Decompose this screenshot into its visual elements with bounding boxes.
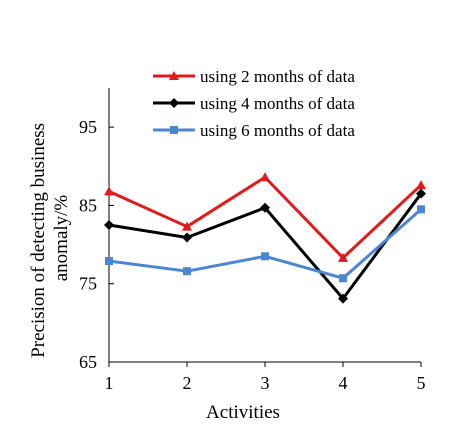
y-tick-label: 95 [79, 117, 97, 137]
data-point [338, 293, 348, 304]
y-axis-title-line-2: anomaly/% [51, 195, 72, 282]
series-2 [104, 188, 426, 304]
legend-marker [169, 98, 179, 108]
data-point [416, 188, 426, 199]
data-point [104, 220, 114, 230]
data-point [261, 252, 269, 261]
x-ticks: 1 2 3 4 5 [105, 362, 426, 393]
series-3 [105, 205, 425, 283]
legend-entry: using 6 months of data [153, 121, 355, 140]
data-point [260, 172, 270, 182]
legend-marker [170, 126, 178, 134]
y-tick-label: 85 [79, 195, 97, 215]
x-tick-label: 1 [105, 373, 114, 393]
data-point [416, 180, 426, 190]
legend: using 2 months of data using 4 months of … [153, 67, 355, 140]
series-layer [104, 172, 426, 304]
x-axis-title: Activities [206, 402, 280, 423]
legend-entry: using 4 months of data [153, 94, 355, 113]
legend-marker [169, 71, 179, 80]
series-line [108, 208, 422, 280]
data-point [104, 186, 114, 196]
x-tick-label: 3 [261, 373, 270, 393]
data-point [105, 257, 113, 266]
legend-label: using 6 months of data [200, 121, 355, 140]
data-point [182, 221, 192, 231]
x-tick-label: 4 [339, 373, 348, 393]
data-point [417, 205, 425, 214]
y-axis-title-line-1: Precision of detecting business [28, 123, 49, 358]
legend-entry: using 2 months of data [153, 67, 355, 86]
series-1 [104, 172, 426, 262]
y-tick-label: 75 [79, 274, 97, 294]
legend-label: using 2 months of data [200, 67, 355, 86]
y-ticks: 65 75 85 95 [79, 117, 114, 372]
series-line [108, 175, 423, 260]
data-point [338, 252, 348, 262]
data-point [183, 267, 191, 276]
x-tick-label: 2 [183, 373, 192, 393]
y-axis-title: Precision of detecting business anomaly/… [28, 118, 72, 358]
data-point [260, 202, 270, 213]
data-point [339, 274, 347, 283]
data-point [182, 232, 192, 243]
y-tick-label: 65 [79, 352, 97, 372]
legend-label: using 4 months of data [200, 94, 355, 113]
x-tick-label: 5 [417, 373, 426, 393]
